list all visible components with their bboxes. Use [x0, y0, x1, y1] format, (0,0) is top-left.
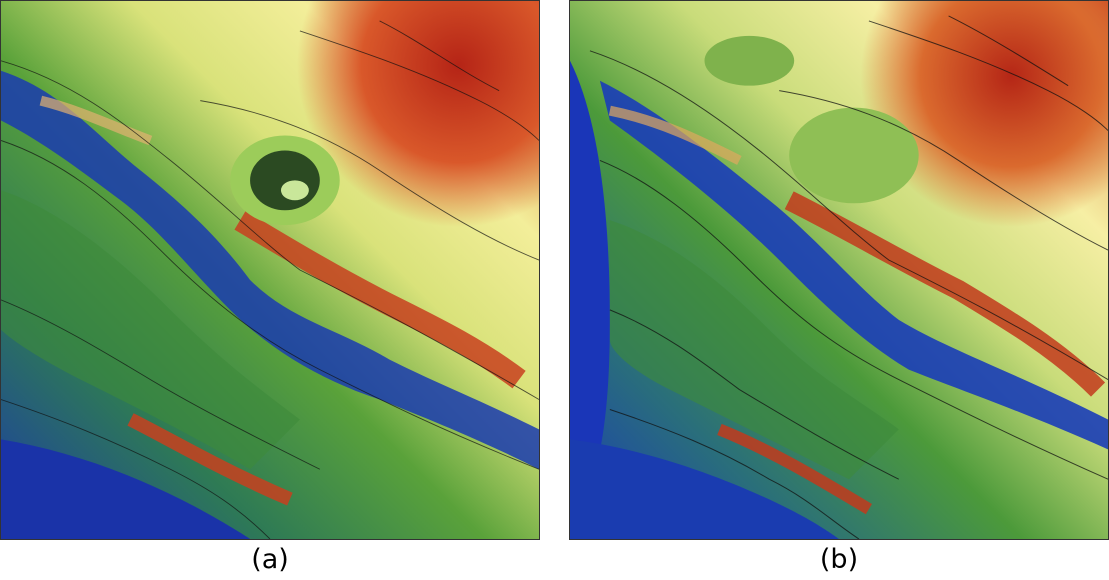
- ridge-2: [127, 413, 293, 506]
- elevation-map-a-graphic: [1, 1, 539, 539]
- left-basin: [570, 60, 610, 539]
- river-valley: [599, 80, 1108, 450]
- ridge-1: [784, 191, 1106, 397]
- river-valley: [1, 70, 539, 470]
- plateau: [789, 107, 919, 204]
- ridge-2: [717, 423, 872, 515]
- low-basin: [570, 439, 839, 539]
- ridge-3: [39, 95, 153, 146]
- elevation-map-a: [0, 0, 540, 540]
- elevation-map-b-graphic: [570, 1, 1108, 539]
- panel-label-b: (b): [819, 544, 859, 575]
- ridge-1: [234, 210, 526, 389]
- plateau-core: [250, 150, 320, 211]
- plateau-spot: [280, 180, 309, 201]
- contour-lines: [1, 20, 539, 539]
- contour-lines: [589, 15, 1108, 539]
- panel-label-a: (a): [251, 544, 289, 575]
- lowland: [1, 190, 300, 470]
- elevation-map-b: [569, 0, 1109, 540]
- upland-patch: [704, 35, 795, 86]
- ridge-3: [608, 105, 742, 165]
- lowland: [609, 220, 899, 480]
- low-basin: [1, 439, 251, 539]
